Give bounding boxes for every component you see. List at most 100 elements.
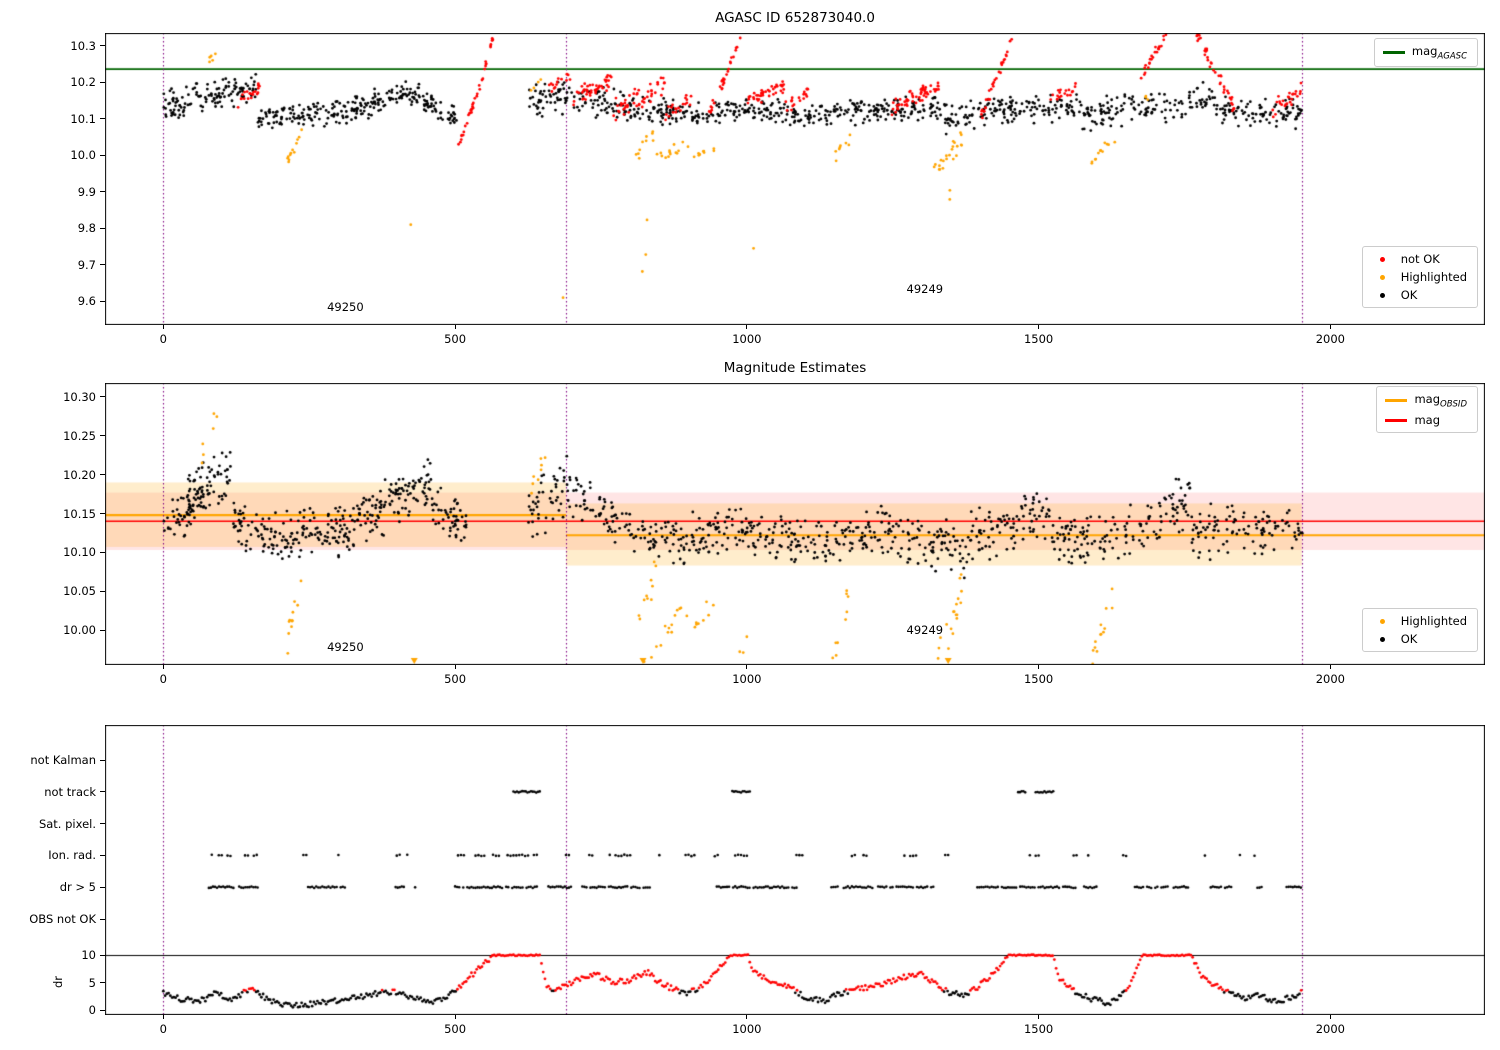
flag-category-tick-mark (100, 791, 105, 793)
mag-obsid-line-swatch (1385, 399, 1408, 402)
mag-line-swatch (1385, 419, 1408, 422)
x-tick-mark (162, 325, 164, 329)
flag-category-label: not Kalman (30, 753, 96, 767)
flags-plot-canvas (105, 725, 1485, 1015)
legend-label-not-ok: not OK (1400, 252, 1440, 266)
y-tick-mark (100, 154, 105, 156)
y-tick-mark (100, 45, 105, 47)
flag-category-tick-mark (100, 918, 105, 920)
x-tick-label: 1000 (732, 332, 762, 346)
legend-item-mag-agasc: magAGASC (1382, 44, 1467, 61)
x-tick-label: 500 (444, 672, 467, 686)
x-tick-mark (162, 665, 164, 669)
est-highlighted-dot-swatch (1379, 618, 1385, 624)
y-tick-mark (100, 191, 105, 193)
obsid-annotation: 49250 (327, 640, 364, 655)
y-tick-label: 10.05 (63, 584, 96, 599)
x-tick-mark (454, 665, 456, 669)
legend-item-not-ok: not OK (1371, 252, 1467, 266)
y-tick-label: 9.8 (77, 221, 96, 236)
x-tick-label: 2000 (1315, 672, 1345, 686)
legend-label-mag-obsid: magOBSID (1414, 392, 1467, 410)
x-tick-mark (1329, 1015, 1331, 1019)
legend-item-mag-obsid: magOBSID (1385, 392, 1467, 409)
y-tick-label: 9.6 (77, 294, 96, 309)
y-tick-mark (100, 300, 105, 302)
x-tick-label: 1500 (1023, 332, 1054, 346)
legend-label-highlighted: Highlighted (1400, 270, 1467, 284)
x-tick-label: 0 (159, 1022, 168, 1036)
legend-label-est-highlighted: Highlighted (1400, 614, 1467, 628)
x-tick-label: 1500 (1023, 672, 1054, 686)
x-tick-mark (1329, 325, 1331, 329)
legend-mag-lines: magOBSID mag (1376, 386, 1478, 434)
x-tick-mark (1038, 325, 1040, 329)
x-tick-label: 1000 (732, 1022, 762, 1036)
y-tick-label: 10.3 (70, 38, 96, 53)
legend-item-ok: OK (1371, 288, 1467, 302)
x-tick-label: 1000 (732, 672, 762, 686)
estimates-plot-canvas (105, 383, 1485, 665)
y-tick-label: 10.30 (63, 389, 96, 404)
legend-est-point-types: Highlighted OK (1361, 608, 1478, 652)
legend-item-est-highlighted: Highlighted (1371, 614, 1467, 628)
y-tick-mark (100, 435, 105, 437)
x-tick-mark (454, 325, 456, 329)
obsid-annotation: 49249 (906, 281, 944, 296)
y-tick-label: 10.1 (70, 111, 96, 126)
obsid-annotation: 49250 (327, 299, 364, 314)
dr-axis-label: dr (51, 975, 65, 989)
x-tick-label: 2000 (1315, 1022, 1345, 1036)
dr-tick-mark (100, 954, 105, 956)
y-tick-label: 10.20 (63, 467, 96, 482)
flag-category-tick-mark (100, 854, 105, 856)
flag-category-tick-mark (100, 759, 105, 761)
x-tick-label: 500 (444, 1022, 467, 1036)
flag-category-label: dr > 5 (59, 880, 96, 895)
x-tick-mark (1038, 1015, 1040, 1019)
x-tick-mark (746, 325, 748, 329)
y-tick-label: 9.9 (77, 184, 96, 199)
y-tick-mark (100, 118, 105, 120)
y-tick-label: 10.2 (70, 75, 96, 90)
y-tick-mark (100, 396, 105, 398)
flag-category-tick-mark (100, 823, 105, 825)
ok-dot-swatch (1379, 292, 1385, 298)
flag-category-label: Ion. rad. (48, 848, 96, 863)
panel-est-title: Magnitude Estimates (723, 360, 867, 376)
flag-category-label: not track (44, 784, 96, 799)
highlighted-dot-swatch (1379, 274, 1385, 280)
est-ok-dot-swatch (1379, 636, 1385, 642)
x-tick-mark (746, 665, 748, 669)
flag-category-label: OBS not OK (29, 912, 96, 926)
y-tick-label: 10.25 (63, 428, 96, 443)
y-tick-mark (100, 264, 105, 266)
y-tick-mark (100, 227, 105, 229)
y-tick-label: 9.7 (77, 257, 96, 272)
panel-mags-title: AGASC ID 652873040.0 (715, 10, 875, 26)
x-tick-label: 1500 (1023, 1022, 1054, 1036)
legend-mag-agasc: magAGASC (1373, 38, 1478, 68)
legend-label-est-ok: OK (1400, 632, 1418, 646)
dr-tick-label: 10 (81, 948, 96, 962)
y-tick-label: 10.15 (63, 506, 96, 521)
x-tick-label: 0 (159, 672, 168, 686)
legend-point-types: not OK Highlighted OK (1361, 246, 1478, 308)
x-tick-label: 2000 (1315, 332, 1345, 346)
legend-item-highlighted: Highlighted (1371, 270, 1467, 284)
legend-item-est-ok: OK (1371, 632, 1467, 646)
y-tick-mark (100, 81, 105, 83)
y-tick-label: 10.0 (70, 148, 96, 163)
y-tick-label: 10.10 (63, 545, 96, 560)
magnitudes-plot-canvas (105, 33, 1485, 325)
legend-item-mag: mag (1385, 413, 1467, 427)
mag-agasc-line-swatch (1382, 51, 1405, 54)
dr-tick-mark (100, 982, 105, 983)
dr-tick-mark (100, 1009, 105, 1011)
x-tick-mark (1038, 665, 1040, 669)
y-tick-mark (100, 513, 105, 514)
y-tick-label: 10.00 (63, 623, 96, 638)
y-tick-mark (100, 474, 105, 476)
x-tick-label: 500 (444, 332, 467, 346)
